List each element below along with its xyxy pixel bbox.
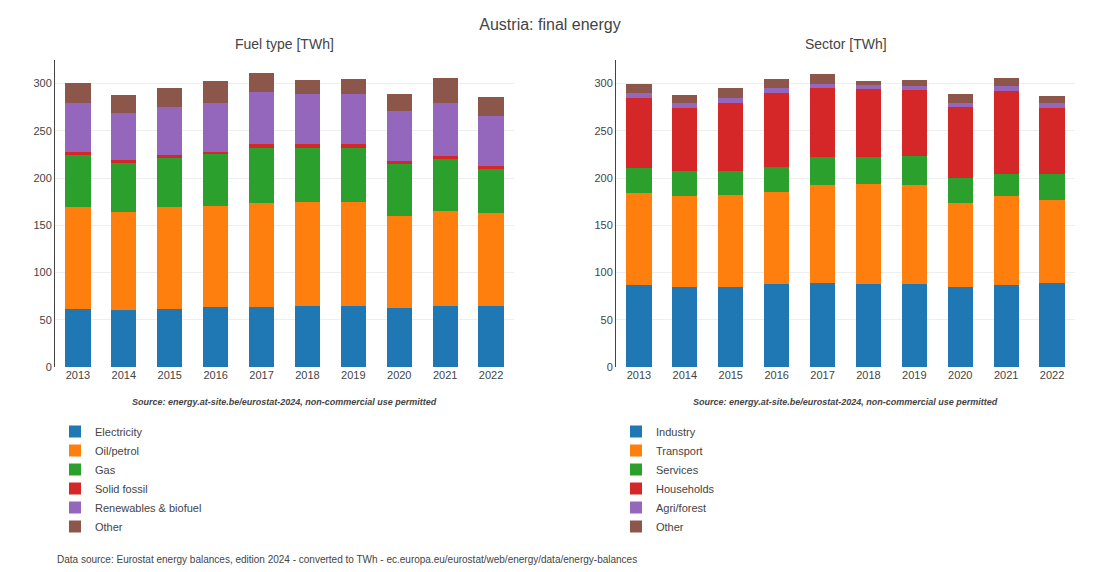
svg-text:2019: 2019 xyxy=(341,369,365,381)
svg-text:Other: Other xyxy=(95,521,123,533)
svg-text:2019: 2019 xyxy=(902,369,926,381)
svg-text:2018: 2018 xyxy=(856,369,880,381)
svg-text:150: 150 xyxy=(594,219,612,231)
svg-text:0: 0 xyxy=(46,361,52,373)
svg-text:2014: 2014 xyxy=(673,369,697,381)
svg-text:Renewables & biofuel: Renewables & biofuel xyxy=(95,502,201,514)
svg-text:Source: energy.at-site.be/euro: Source: energy.at-site.be/eurostat-2024,… xyxy=(693,397,998,407)
svg-text:300: 300 xyxy=(33,77,51,89)
svg-text:100: 100 xyxy=(594,266,612,278)
svg-text:Industry: Industry xyxy=(656,426,696,438)
svg-text:Austria: final energy: Austria: final energy xyxy=(479,16,620,33)
svg-text:Agri/forest: Agri/forest xyxy=(656,502,706,514)
svg-text:2013: 2013 xyxy=(627,369,651,381)
svg-text:2016: 2016 xyxy=(764,369,788,381)
svg-text:2013: 2013 xyxy=(66,369,90,381)
svg-text:Source: energy.at-site.be/euro: Source: energy.at-site.be/eurostat-2024,… xyxy=(132,397,437,407)
svg-text:2021: 2021 xyxy=(433,369,457,381)
svg-text:2014: 2014 xyxy=(112,369,136,381)
svg-text:200: 200 xyxy=(594,172,612,184)
svg-text:300: 300 xyxy=(594,77,612,89)
svg-text:200: 200 xyxy=(33,172,51,184)
svg-text:Solid fossil: Solid fossil xyxy=(95,483,148,495)
svg-text:250: 250 xyxy=(33,125,51,137)
svg-text:2018: 2018 xyxy=(295,369,319,381)
svg-text:Electricity: Electricity xyxy=(95,426,143,438)
svg-text:Sector [TWh]: Sector [TWh] xyxy=(805,36,887,52)
svg-text:2017: 2017 xyxy=(810,369,834,381)
svg-text:Gas: Gas xyxy=(95,464,116,476)
svg-text:Services: Services xyxy=(656,464,699,476)
svg-text:Oil/petrol: Oil/petrol xyxy=(95,445,139,457)
svg-text:50: 50 xyxy=(601,314,613,326)
svg-text:2015: 2015 xyxy=(158,369,182,381)
svg-text:250: 250 xyxy=(594,125,612,137)
svg-text:2020: 2020 xyxy=(948,369,972,381)
svg-text:2016: 2016 xyxy=(203,369,227,381)
svg-text:50: 50 xyxy=(40,314,52,326)
svg-text:Other: Other xyxy=(656,521,684,533)
svg-text:2021: 2021 xyxy=(994,369,1018,381)
svg-text:100: 100 xyxy=(33,266,51,278)
svg-text:2015: 2015 xyxy=(719,369,743,381)
svg-text:2022: 2022 xyxy=(479,369,503,381)
svg-text:2022: 2022 xyxy=(1040,369,1064,381)
svg-text:2017: 2017 xyxy=(249,369,273,381)
svg-text:0: 0 xyxy=(607,361,613,373)
svg-text:Data source: Eurostat energy b: Data source: Eurostat energy balances, e… xyxy=(57,554,637,565)
svg-text:Transport: Transport xyxy=(656,445,703,457)
svg-text:2020: 2020 xyxy=(387,369,411,381)
svg-text:Households: Households xyxy=(656,483,715,495)
svg-text:150: 150 xyxy=(33,219,51,231)
svg-text:Fuel type [TWh]: Fuel type [TWh] xyxy=(235,36,334,52)
